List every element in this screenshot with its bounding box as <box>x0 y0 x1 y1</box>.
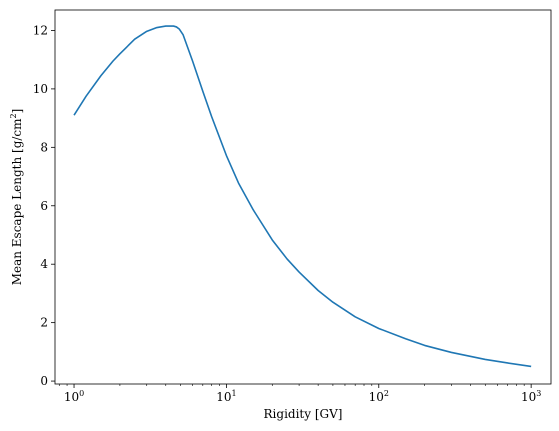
x-tick-label: 100 <box>64 389 84 404</box>
y-tick-label: 2 <box>40 316 48 330</box>
x-axis-ticks: 100 101 102 103 <box>58 384 541 404</box>
y-tick-label: 10 <box>33 82 48 96</box>
y-tick-label: 0 <box>40 374 48 388</box>
x-tick-label: 101 <box>216 389 236 404</box>
x-axis-label: Rigidity [GV] <box>264 407 343 421</box>
plot-frame <box>54 9 552 385</box>
y-tick-label: 6 <box>40 199 48 213</box>
y-tick-label: 8 <box>40 140 48 154</box>
y-axis-label: Mean Escape Length [g/cm2] <box>9 109 24 286</box>
y-tick-label: 12 <box>33 23 48 37</box>
y-axis-ticks: 0 2 4 6 8 10 12 <box>33 23 55 388</box>
x-tick-label: 102 <box>369 389 389 404</box>
series-line <box>73 25 532 368</box>
x-tick-label: 103 <box>521 389 541 404</box>
y-tick-label: 4 <box>40 257 48 271</box>
